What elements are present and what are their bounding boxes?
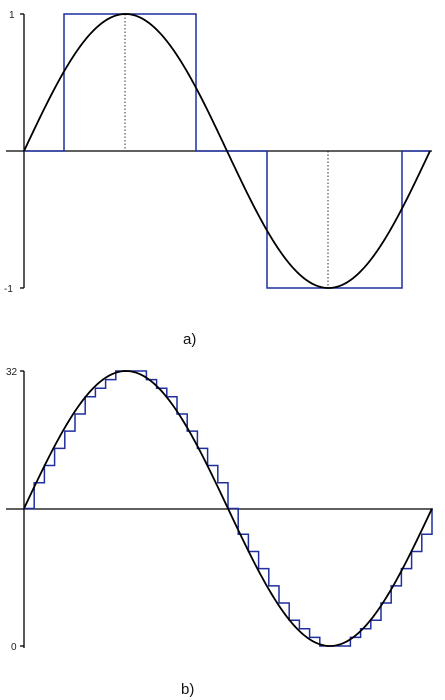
panel-a-quantized-square	[24, 13, 430, 289]
panel-a-caption: a)	[183, 331, 196, 348]
panel-b-ytick-32: 32	[6, 367, 18, 378]
panel-a-ytick-1: 1	[9, 10, 15, 21]
panel-b: 32 0 b)	[6, 367, 433, 698]
panel-b-ytick-0: 0	[11, 642, 17, 653]
panel-b-caption: b)	[181, 681, 194, 698]
panel-a: 1 -1 a)	[4, 10, 432, 348]
panel-a-sine-curve	[23, 13, 431, 289]
panel-a-ytick-minus1: -1	[4, 284, 13, 295]
panel-b-sine-curve	[23, 370, 433, 647]
